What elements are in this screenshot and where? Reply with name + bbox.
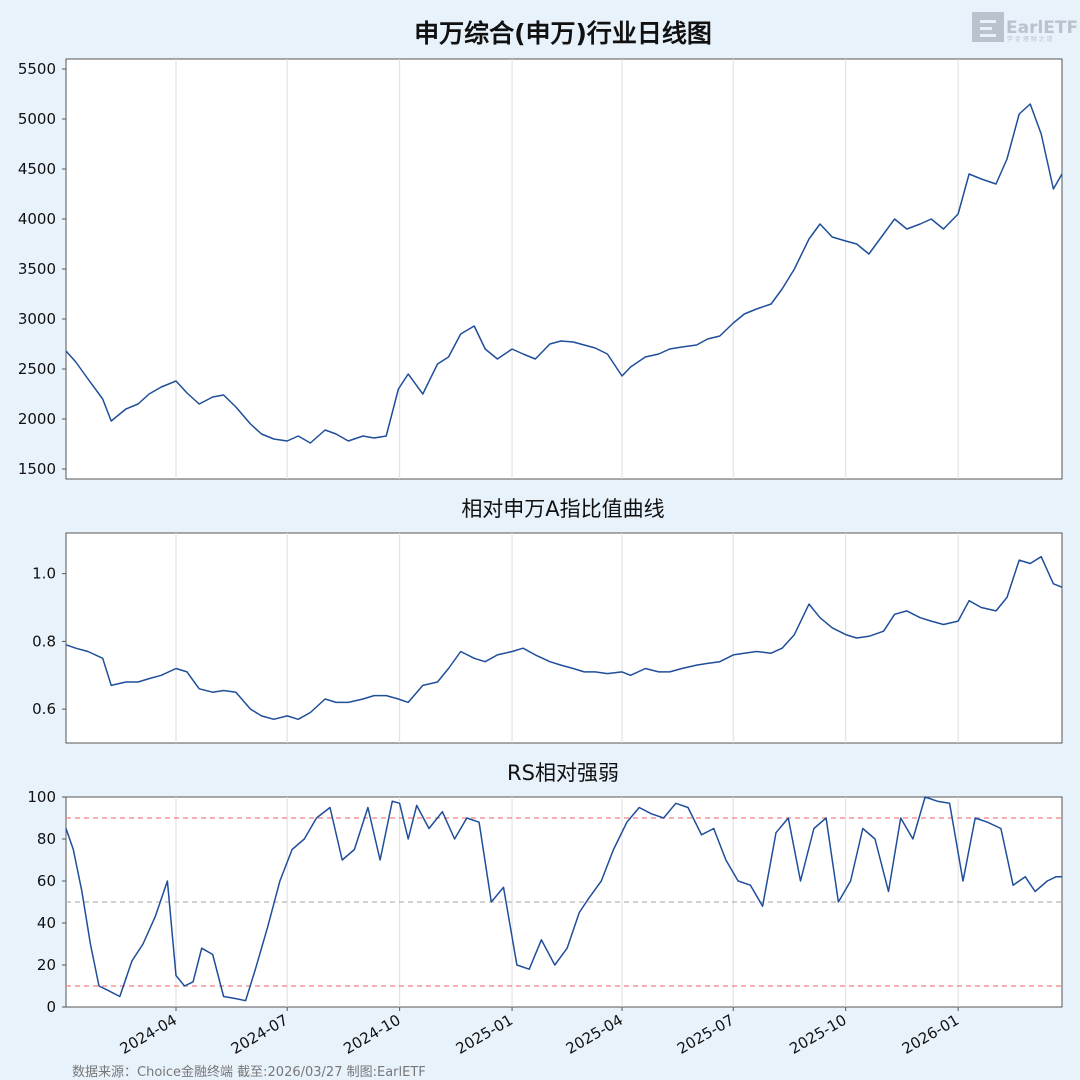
y-tick-label: 1500 <box>18 460 56 478</box>
plot-area <box>65 58 1063 480</box>
x-tick-label: 2024-10 <box>340 1011 403 1058</box>
x-tick-label: 2025-10 <box>786 1011 849 1058</box>
series-line <box>65 555 1063 721</box>
y-tick-label: 4000 <box>18 210 56 228</box>
y-tick-label: 5500 <box>18 60 56 78</box>
logo-subtext: 学 金 理 财 之 道 <box>1007 35 1053 43</box>
ratio-chart-title: 相对申万A指比值曲线 <box>461 497 664 521</box>
earletf-logo: EarlETF 学 金 理 财 之 道 <box>972 12 1078 43</box>
y-tick-label: 1.0 <box>32 565 56 583</box>
y-tick-label: 2000 <box>18 410 56 428</box>
y-tick-label: 5000 <box>18 110 56 128</box>
logo-mark-stripe <box>980 20 996 23</box>
y-tick-label: 0 <box>46 998 56 1016</box>
y-tick-label: 20 <box>37 956 56 974</box>
x-tick-label: 2024-04 <box>117 1011 180 1058</box>
x-tick-label: 2025-01 <box>453 1011 516 1058</box>
footer-source: 数据来源：Choice金融终端 截至:2026/03/27 制图:EarlETF <box>72 1064 426 1080</box>
plot-area <box>65 532 1063 744</box>
series-line <box>65 796 1062 1002</box>
y-tick-label: 2500 <box>18 360 56 378</box>
rs-panel: 0 20 40 60 80 100 2024-04 2024-07 2024-10 2025-01… <box>27 788 1063 1058</box>
y-tick-label: 0.8 <box>32 632 56 650</box>
logo-mark-stripe <box>980 34 996 37</box>
rs-chart-title: RS相对强弱 <box>507 761 619 785</box>
y-tick-label: 3000 <box>18 310 56 328</box>
x-tick-label: 2025-07 <box>674 1011 737 1058</box>
ratio-panel: 0.6 0.8 1.0 <box>32 532 1063 744</box>
y-tick-label: 60 <box>37 872 56 890</box>
y-tick-label: 100 <box>27 788 56 806</box>
x-tick-label: 2025-04 <box>563 1011 626 1058</box>
y-tick-label: 3500 <box>18 260 56 278</box>
logo-mark-stripe <box>980 27 992 30</box>
y-tick-label: 80 <box>37 830 56 848</box>
y-tick-label: 40 <box>37 914 56 932</box>
x-tick-label: 2026-01 <box>899 1011 962 1058</box>
y-tick-label: 4500 <box>18 160 56 178</box>
chart-title: 申万综合(申万)行业日线图 <box>414 19 712 48</box>
x-tick-label: 2024-07 <box>228 1011 291 1058</box>
series-line <box>65 103 1063 444</box>
logo-text: EarlETF <box>1006 18 1078 38</box>
y-tick-label: 0.6 <box>32 700 56 718</box>
price-panel: 1500 2000 2500 3000 3500 4000 4500 5000 5500 <box>18 58 1063 480</box>
